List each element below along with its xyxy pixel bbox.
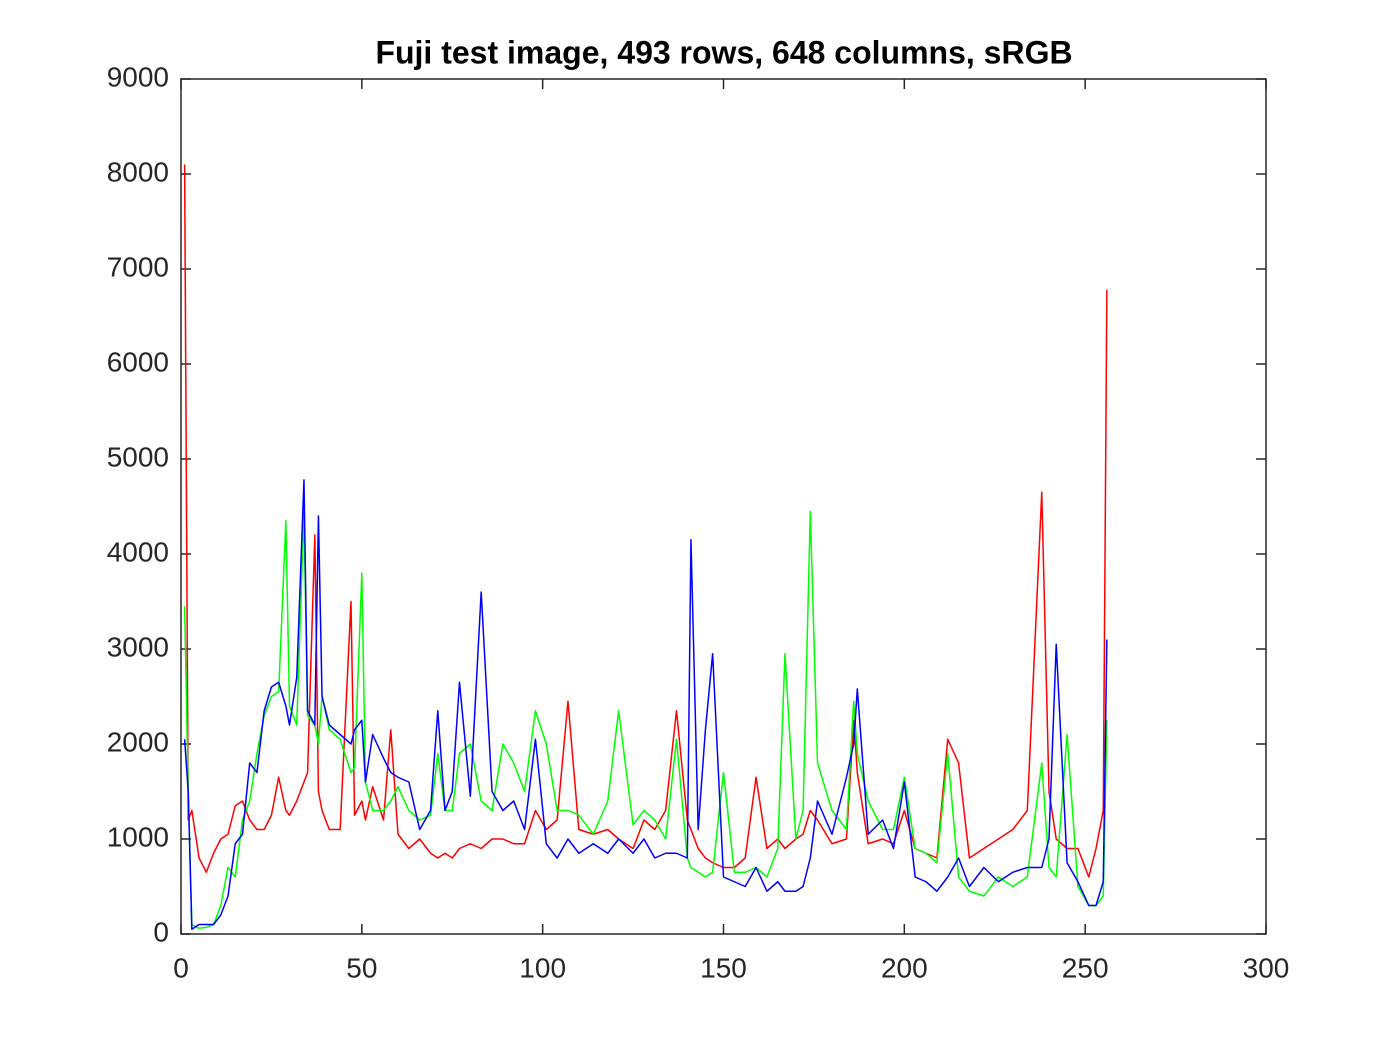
x-tick-label: 100 bbox=[519, 952, 566, 983]
x-tick-label: 250 bbox=[1062, 952, 1109, 983]
y-tick-label: 4000 bbox=[107, 536, 169, 567]
y-tick-label: 0 bbox=[153, 916, 169, 947]
y-tick-label: 3000 bbox=[107, 631, 169, 662]
data-line bbox=[183, 479, 1108, 930]
y-tick-label: 5000 bbox=[107, 441, 169, 472]
x-tick-label: 0 bbox=[173, 952, 189, 983]
x-tick-label: 50 bbox=[346, 952, 377, 983]
y-tick-label: 1000 bbox=[107, 821, 169, 852]
x-tick-label: 200 bbox=[881, 952, 928, 983]
x-tick-label: 150 bbox=[700, 952, 747, 983]
y-tick-label: 7000 bbox=[107, 251, 169, 282]
y-tick-label: 8000 bbox=[107, 156, 169, 187]
chart-title: Fuji test image, 493 rows, 648 columns, … bbox=[375, 34, 1072, 70]
data-line bbox=[183, 510, 1108, 930]
y-tick-label: 6000 bbox=[107, 346, 169, 377]
y-tick-label: 9000 bbox=[107, 61, 169, 92]
x-tick-label: 300 bbox=[1243, 952, 1290, 983]
y-tick-label: 2000 bbox=[107, 726, 169, 757]
